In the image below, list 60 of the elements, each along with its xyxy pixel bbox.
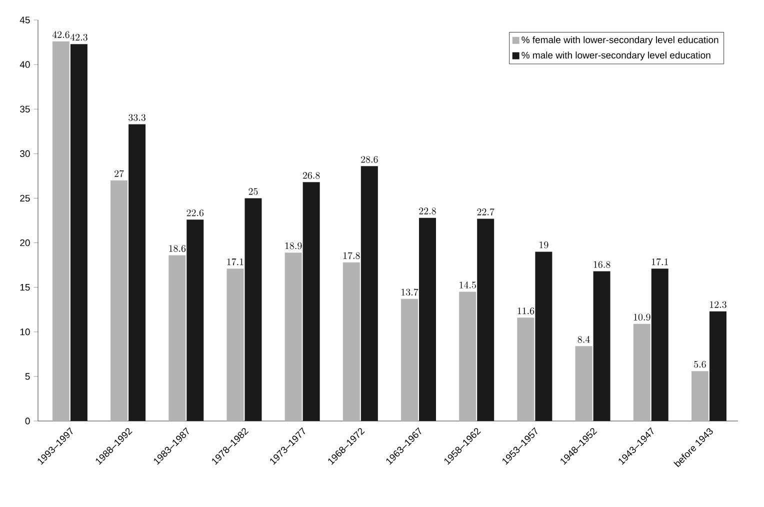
data-label: 27 [114,170,124,178]
data-label: 28.6 [361,156,378,163]
y-tick-label: 35 [20,106,30,112]
legend-label: % male with lower-secondary level education [522,52,710,60]
y-tick-label: 25 [20,194,30,202]
data-label: 17.8 [343,252,360,260]
y-tick-label: 40 [20,61,30,68]
legend-label: % female with lower-secondary level education [522,36,718,46]
data-label: 16.8 [594,261,610,268]
y-tick-label: 0 [25,418,30,424]
data-label: 22.7 [477,208,494,216]
y-tick-label: 10 [20,328,30,336]
data-label: 42.6 [52,31,70,38]
data-label: 22.6 [186,209,204,216]
y-tick-label: 30 [20,150,30,158]
y-tick-label: 15 [20,284,30,291]
data-label: 42.3 [70,34,88,41]
bar [517,318,534,421]
bar [226,268,244,421]
data-label: 5.6 [694,360,706,368]
y-tick-label: 20 [20,239,30,246]
bar [459,292,476,421]
bar [110,180,128,421]
data-label: 26.8 [302,172,320,179]
bar [709,311,726,421]
bar [593,271,610,421]
bar [128,124,146,421]
data-label: 25 [248,188,258,195]
data-label: 22.8 [419,208,436,215]
data-label: 18.6 [169,245,186,252]
bar [360,166,378,421]
bar [575,346,592,421]
data-label: 17. 1 [652,258,668,266]
y-tick-label: 45 [20,16,30,24]
bar [691,371,708,421]
data-label: 33.3 [128,114,146,121]
data-label: 10.9 [634,314,650,321]
data-label: 18.9 [285,242,302,250]
data-label: 19 [540,242,548,248]
bar [168,255,186,421]
data-label: 8.4 [578,336,590,343]
bar [342,262,360,421]
bar [477,218,494,421]
bar [284,252,302,421]
bar [535,252,552,421]
bar [52,41,70,421]
data-label: 17. 1 [227,258,244,266]
data-label: 11 .6 [518,307,534,314]
bar [244,198,262,421]
bar [186,220,204,421]
data-label: 12.3 [710,301,726,308]
y-tick-label: 5 [25,373,30,380]
bar [302,182,320,421]
data-label: 13.7 [402,288,418,296]
bar [419,218,436,421]
bar [70,44,88,421]
bar [651,268,668,421]
bar [633,324,650,421]
data-label: 14.5 [460,282,476,288]
bar [401,298,418,421]
